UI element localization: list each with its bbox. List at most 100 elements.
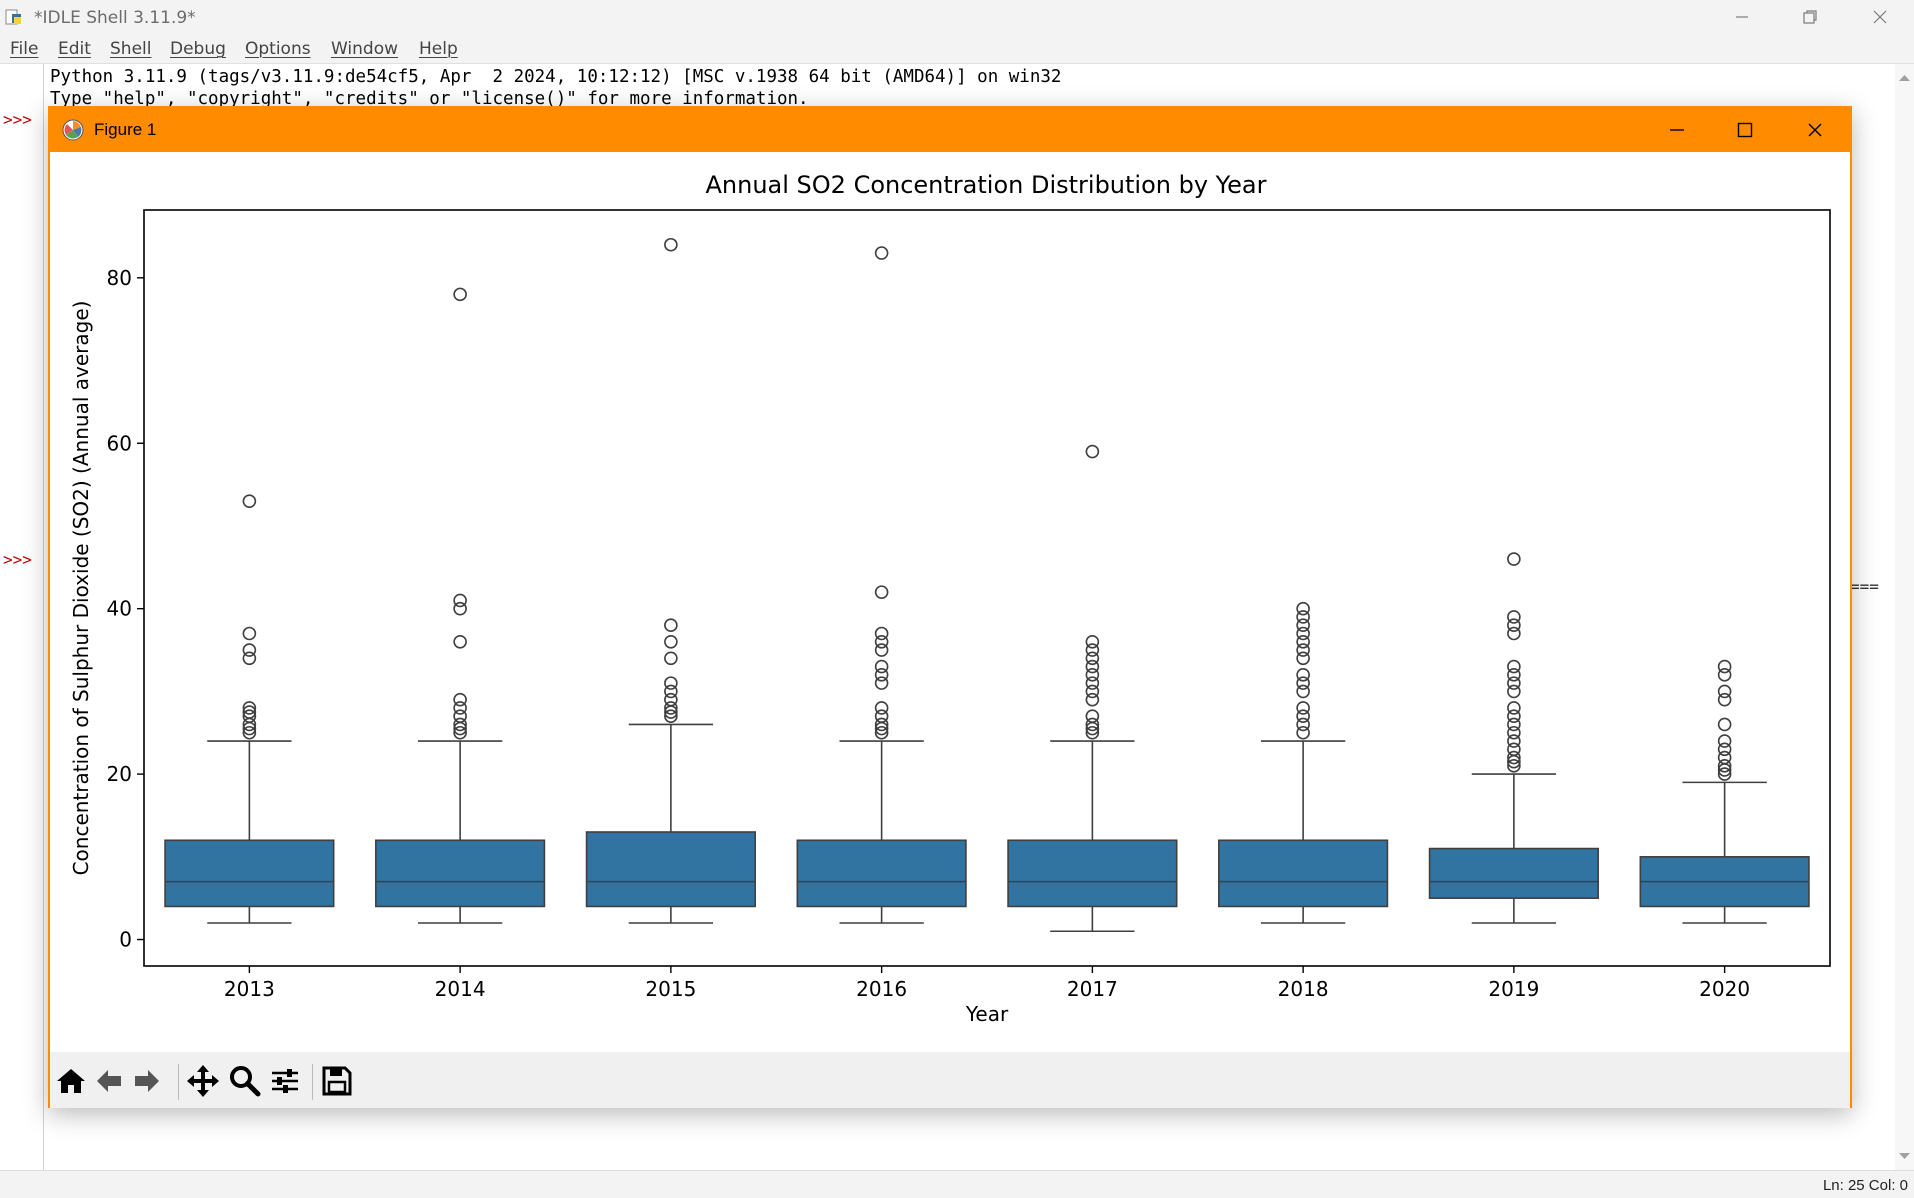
y-axis-label: Concentration of Sulphur Dioxide (SO2) (… <box>69 301 93 876</box>
back-button[interactable] <box>92 1064 126 1098</box>
cursor-position: Ln: 25 Col: 0 <box>1822 1177 1908 1194</box>
outlier-point <box>1296 717 1310 732</box>
save-icon <box>322 1066 352 1096</box>
outlier-point <box>874 709 889 724</box>
zoom-icon <box>230 1066 261 1097</box>
maximize-icon <box>1737 122 1753 138</box>
outlier-point <box>1717 717 1732 732</box>
matplotlib-icon <box>62 119 84 141</box>
outlier-point <box>1085 725 1100 740</box>
outlier-point <box>1296 651 1310 666</box>
x-tick-label: 2015 <box>645 977 696 1001</box>
menu-options[interactable]: Options <box>245 39 311 59</box>
outlier-point <box>1717 759 1732 773</box>
x-tick-label: 2019 <box>1488 977 1539 1001</box>
outlier-point <box>1296 601 1310 616</box>
toolbar-separator <box>312 1064 313 1100</box>
outlier-point <box>874 585 889 599</box>
restart-separator: === <box>1850 577 1879 596</box>
outlier-point <box>1717 668 1732 682</box>
outlier-point <box>664 634 678 649</box>
chart-title: Annual SO2 Concentration Distribution by… <box>705 171 1266 199</box>
configure-subplots-button[interactable] <box>268 1064 302 1098</box>
menu-debug[interactable]: Debug <box>170 39 226 59</box>
restore-button[interactable] <box>1776 0 1844 34</box>
outlier-point <box>453 593 467 608</box>
menu-shell[interactable]: Shell <box>110 39 152 59</box>
forward-button[interactable] <box>130 1064 164 1098</box>
outlier-point <box>1085 684 1100 699</box>
figure-titlebar: Figure 1 <box>50 108 1850 152</box>
pan-icon <box>187 1065 219 1097</box>
box-group-2013 <box>164 494 335 924</box>
pan-button[interactable] <box>186 1064 220 1098</box>
outlier-point <box>1296 634 1310 649</box>
outlier-point <box>453 701 467 715</box>
outlier-point <box>874 676 889 690</box>
outlier-point <box>453 287 467 302</box>
outlier-point <box>874 246 889 260</box>
zoom-button[interactable] <box>228 1064 262 1098</box>
navigation-toolbar <box>50 1052 1850 1108</box>
box-group-2019 <box>1428 552 1599 924</box>
outlier-point <box>453 725 467 740</box>
outlier-point <box>1085 444 1100 459</box>
figure-minimize-button[interactable] <box>1642 108 1712 152</box>
scroll-down-icon[interactable] <box>1895 1148 1914 1164</box>
shell-prompt: >>> <box>3 110 32 129</box>
x-tick-label: 2016 <box>856 977 907 1001</box>
outlier-point <box>1717 750 1732 765</box>
outlier-point <box>1296 676 1310 690</box>
minimize-icon <box>1670 129 1684 131</box>
minimize-button[interactable] <box>1708 0 1776 34</box>
box-group-2017 <box>1007 444 1178 933</box>
vertical-scrollbar[interactable] <box>1895 64 1914 1170</box>
menu-edit[interactable]: Edit <box>58 39 91 59</box>
outlier-point <box>1296 643 1310 657</box>
save-button[interactable] <box>320 1064 354 1098</box>
menu-window[interactable]: Window <box>331 39 399 59</box>
outlier-point <box>242 701 257 715</box>
axes-frame <box>143 209 1831 967</box>
iqr-box <box>1428 847 1599 899</box>
shell-line: Type "help", "copyright", "credits" or "… <box>50 89 809 109</box>
close-icon <box>1873 10 1887 24</box>
menu-file[interactable]: File <box>10 39 39 59</box>
outlier-point <box>664 709 678 724</box>
outlier-point <box>242 643 257 657</box>
outlier-point <box>1085 659 1100 674</box>
outlier-point <box>874 643 889 657</box>
outlier-point <box>1296 618 1310 633</box>
outlier-point <box>1085 651 1100 666</box>
home-button[interactable] <box>54 1064 88 1098</box>
close-button[interactable] <box>1846 0 1914 34</box>
outlier-point <box>1507 659 1521 674</box>
x-tick-label: 2013 <box>224 977 275 1001</box>
outlier-point <box>1507 626 1521 641</box>
menu-help[interactable]: Help <box>419 39 458 59</box>
outlier-point <box>1507 750 1521 765</box>
scroll-up-icon[interactable] <box>1895 70 1914 86</box>
outlier-point <box>1507 759 1521 773</box>
outlier-point <box>242 626 257 641</box>
outlier-point <box>1085 709 1100 724</box>
boxplot-chart[interactable]: Annual SO2 Concentration Distribution by… <box>50 152 1850 1058</box>
outlier-point <box>1296 610 1310 624</box>
iqr-box <box>585 831 756 908</box>
close-icon <box>1808 123 1822 137</box>
outlier-point <box>242 709 257 724</box>
outlier-point <box>242 651 257 666</box>
outlier-point <box>453 709 467 724</box>
outlier-point <box>664 237 678 252</box>
outlier-point <box>242 494 257 508</box>
figure-close-button[interactable] <box>1780 108 1850 152</box>
box-group-2020 <box>1639 659 1810 924</box>
shell-output[interactable]: Python 3.11.9 (tags/v3.11.9:de54cf5, Apr… <box>50 66 1061 110</box>
outlier-point <box>1296 709 1310 724</box>
shell-line: Python 3.11.9 (tags/v3.11.9:de54cf5, Apr… <box>50 67 1062 87</box>
outlier-point <box>1296 626 1310 641</box>
outlier-point <box>874 701 889 715</box>
plot-canvas[interactable]: Annual SO2 Concentration Distribution by… <box>50 152 1850 1058</box>
idle-window-title: *IDLE Shell 3.11.9* <box>34 8 196 28</box>
figure-maximize-button[interactable] <box>1710 108 1780 152</box>
